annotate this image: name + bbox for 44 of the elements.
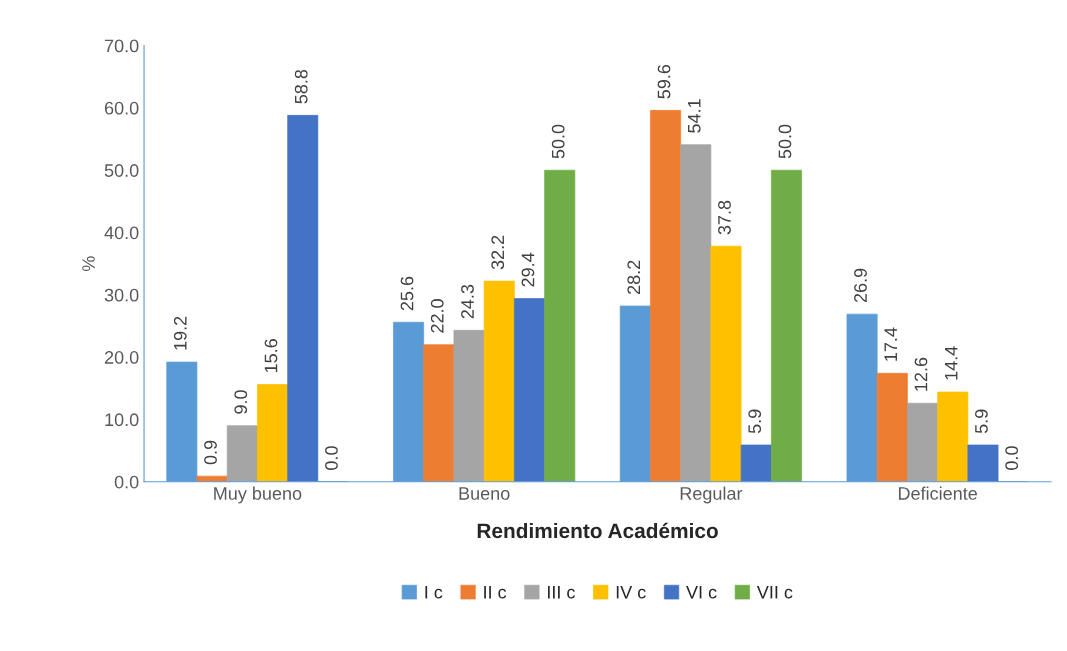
data-label: 50.0 — [551, 124, 565, 159]
data-label: 17.4 — [884, 327, 897, 361]
data-label: 54.1 — [688, 99, 701, 133]
data-label: 9.0 — [234, 390, 248, 414]
data-label: 59.6 — [657, 64, 671, 99]
data-label: 5.9 — [975, 409, 988, 434]
legend-label: III c — [548, 585, 575, 599]
data-label: 0.0 — [1005, 446, 1019, 470]
y-axis-title: % — [82, 256, 95, 272]
data-label: 37.8 — [718, 200, 731, 235]
data-label: 58.8 — [294, 69, 308, 104]
data-label: 32.2 — [491, 235, 505, 270]
x-tick-label: Deficiente — [898, 486, 977, 500]
y-tick-label: 60.0 — [104, 101, 139, 115]
data-label: 26.9 — [854, 268, 867, 303]
data-label: 28.2 — [627, 260, 641, 295]
x-tick-label: Bueno — [459, 487, 510, 500]
data-label: 50.0 — [778, 124, 792, 159]
data-label: 12.6 — [914, 357, 928, 391]
y-tick-label: 50.0 — [104, 164, 139, 177]
y-tick-label: 30.0 — [104, 288, 139, 302]
data-label: 5.9 — [748, 409, 762, 434]
data-label: 0.9 — [204, 440, 217, 465]
x-axis-title: Rendimiento Académico — [477, 522, 718, 539]
data-label: 22.0 — [430, 299, 444, 333]
legend-label: I c — [425, 585, 443, 599]
x-tick-label: Muy bueno — [214, 486, 302, 504]
legend-label: VII c — [756, 585, 793, 599]
data-label: 14.4 — [944, 346, 958, 380]
y-tick-label: 10.0 — [105, 413, 139, 427]
legend-label: IV c — [616, 585, 646, 599]
data-label: 25.6 — [400, 276, 414, 311]
x-tick-label: Regular — [680, 486, 743, 504]
data-label: 29.4 — [521, 252, 535, 287]
data-label: 24.3 — [461, 284, 474, 319]
y-tick-label: 70.0 — [104, 39, 139, 53]
data-label: 0.0 — [325, 446, 338, 470]
y-tick-label: 0.0 — [114, 475, 139, 489]
legend-label: II c — [484, 585, 507, 599]
y-tick-label: 40.0 — [104, 226, 139, 240]
data-label: 19.2 — [173, 316, 187, 350]
y-tick-label: 20.0 — [104, 351, 139, 364]
data-label: 15.6 — [264, 339, 278, 373]
legend-label: VI c — [686, 585, 717, 599]
